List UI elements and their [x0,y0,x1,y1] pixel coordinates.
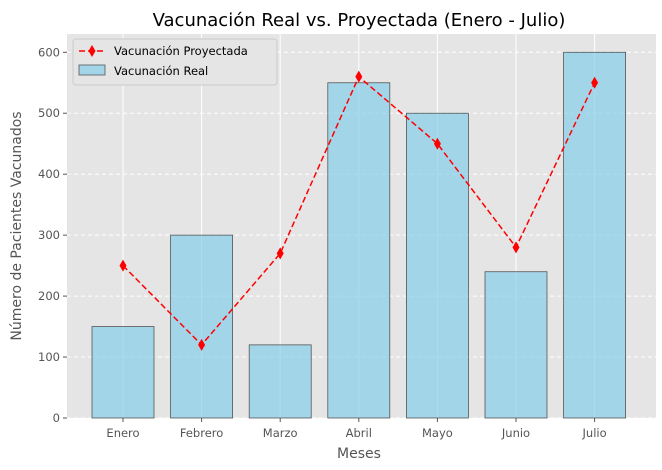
y-axis-label: Número de Pacientes Vacunados [9,111,25,340]
x-tick-label: Marzo [263,426,298,440]
y-tick-label: 300 [38,228,60,242]
bars [91,51,626,419]
legend-label-projected: Vacunación Proyectada [114,44,248,58]
chart-title: Vacunación Real vs. Proyectada (Enero - … [153,10,566,31]
x-axis-label: Meses [337,446,381,462]
bar-mayo [405,112,469,419]
projected-point-mayo [433,137,441,150]
projected-point-julio [591,76,599,89]
bar-julio [563,51,626,419]
bar-abril [327,82,391,419]
y-tick-label: 200 [38,289,60,303]
bar-marzo [248,344,312,419]
y-tick-label: 0 [53,411,60,425]
y-tick-label: 600 [38,45,60,59]
projected-line-series [119,70,599,351]
x-tick-label: Enero [106,426,139,440]
x-tick-label: Junio [501,426,530,440]
x-tick-label: Julio [582,426,607,440]
projected-point-marzo [276,247,284,260]
x-tick-label: Mayo [422,426,453,440]
projected-point-junio [512,241,520,254]
y-tick-label: 100 [38,350,60,364]
y-tick-label: 400 [38,167,60,181]
x-tick-label: Febrero [180,426,223,440]
y-axis-ticks: 0 100 200 300 400 500 600 [38,45,67,425]
legend-box [72,38,278,86]
projected-point-febrero [198,338,206,351]
projected-point-enero [119,259,127,272]
legend-bar-swatch [78,64,106,76]
y-tick-label: 500 [38,106,60,120]
legend-label-real: Vacunación Real [114,64,208,78]
legend: Vacunación Proyectada Vacunación Real [72,38,278,86]
x-axis-ticks: Enero Febrero Marzo Abril Mayo Junio Julio [106,418,607,440]
bar-febrero [170,234,234,419]
bar-enero [91,326,155,419]
bar-junio [484,271,548,419]
legend-diamond-marker [88,45,96,57]
x-tick-label: Abril [346,426,372,440]
projected-point-abril [355,70,363,83]
